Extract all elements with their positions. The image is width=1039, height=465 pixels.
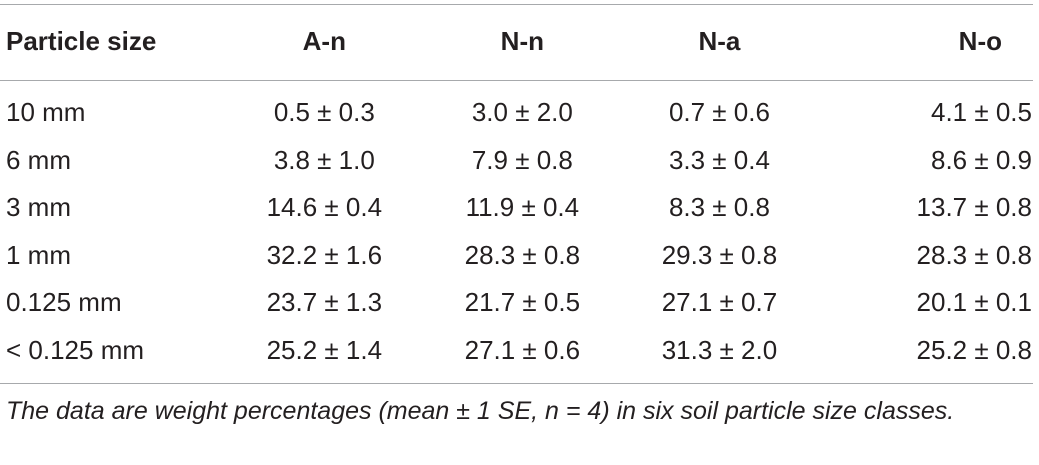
- cell-n-a: 27.1 ± 0.7: [661, 287, 778, 318]
- cell-n-n: 27.1 ± 0.6: [464, 334, 581, 365]
- row-label: < 0.125 mm: [6, 334, 145, 365]
- cell-n-o: 13.7 ± 0.8: [916, 192, 1032, 223]
- cell-a-n: 32.2 ± 1.6: [266, 239, 383, 270]
- cell-n-n: 7.9 ± 0.8: [471, 144, 573, 175]
- cell-a-n: 25.2 ± 1.4: [266, 334, 383, 365]
- cell-n-n: 3.0 ± 2.0: [471, 97, 573, 128]
- table-row: 1 mm 32.2 ± 1.6 28.3 ± 0.8 29.3 ± 0.8 28…: [0, 232, 1036, 280]
- top-rule: [0, 4, 1033, 5]
- cell-n-a: 29.3 ± 0.8: [661, 239, 778, 270]
- cell-n-a: 3.3 ± 0.4: [668, 144, 770, 175]
- bottom-rule: [0, 383, 1033, 384]
- table-row: 6 mm 3.8 ± 1.0 7.9 ± 0.8 3.3 ± 0.4 8.6 ±…: [0, 137, 1036, 185]
- row-label: 1 mm: [6, 239, 71, 270]
- cell-n-a: 0.7 ± 0.6: [668, 97, 770, 128]
- header-n-n: N-n: [500, 25, 544, 56]
- cell-a-n: 14.6 ± 0.4: [266, 192, 383, 223]
- cell-n-o: 20.1 ± 0.1: [916, 287, 1032, 318]
- cell-a-n: 3.8 ± 1.0: [273, 144, 375, 175]
- table-row: 3 mm 14.6 ± 0.4 11.9 ± 0.4 8.3 ± 0.8 13.…: [0, 184, 1036, 232]
- header-particle-size: Particle size: [6, 25, 157, 56]
- cell-n-o: 25.2 ± 0.8: [916, 334, 1032, 365]
- header-row: Particle size A-n N-n N-a N-o: [0, 17, 1036, 65]
- cell-n-n: 28.3 ± 0.8: [464, 239, 581, 270]
- header-a-n: A-n: [302, 25, 346, 56]
- header-n-a: N-a: [698, 25, 741, 56]
- table-row: 0.125 mm 23.7 ± 1.3 21.7 ± 0.5 27.1 ± 0.…: [0, 279, 1036, 327]
- cell-n-n: 11.9 ± 0.4: [465, 192, 580, 223]
- table-row: < 0.125 mm 25.2 ± 1.4 27.1 ± 0.6 31.3 ± …: [0, 327, 1036, 375]
- row-label: 6 mm: [6, 144, 71, 175]
- cell-n-o: 8.6 ± 0.9: [930, 144, 1032, 175]
- table-row: 10 mm 0.5 ± 0.3 3.0 ± 2.0 0.7 ± 0.6 4.1 …: [0, 89, 1036, 137]
- cell-n-o: 4.1 ± 0.5: [930, 97, 1032, 128]
- cell-a-n: 23.7 ± 1.3: [266, 287, 383, 318]
- particle-size-table: Particle size A-n N-n N-a N-o 10 mm 0.5 …: [0, 17, 1036, 374]
- cell-n-a: 31.3 ± 2.0: [661, 334, 778, 365]
- table-footnote: The data are weight percentages (mean ± …: [6, 397, 955, 425]
- header-rule: [0, 80, 1033, 81]
- row-label: 3 mm: [6, 192, 71, 223]
- cell-n-o: 28.3 ± 0.8: [916, 239, 1032, 270]
- cell-a-n: 0.5 ± 0.3: [273, 97, 375, 128]
- header-n-o: N-o: [958, 25, 1002, 56]
- row-label: 0.125 mm: [6, 287, 122, 318]
- row-label: 10 mm: [6, 97, 86, 128]
- cell-n-n: 21.7 ± 0.5: [464, 287, 581, 318]
- cell-n-a: 8.3 ± 0.8: [668, 192, 770, 223]
